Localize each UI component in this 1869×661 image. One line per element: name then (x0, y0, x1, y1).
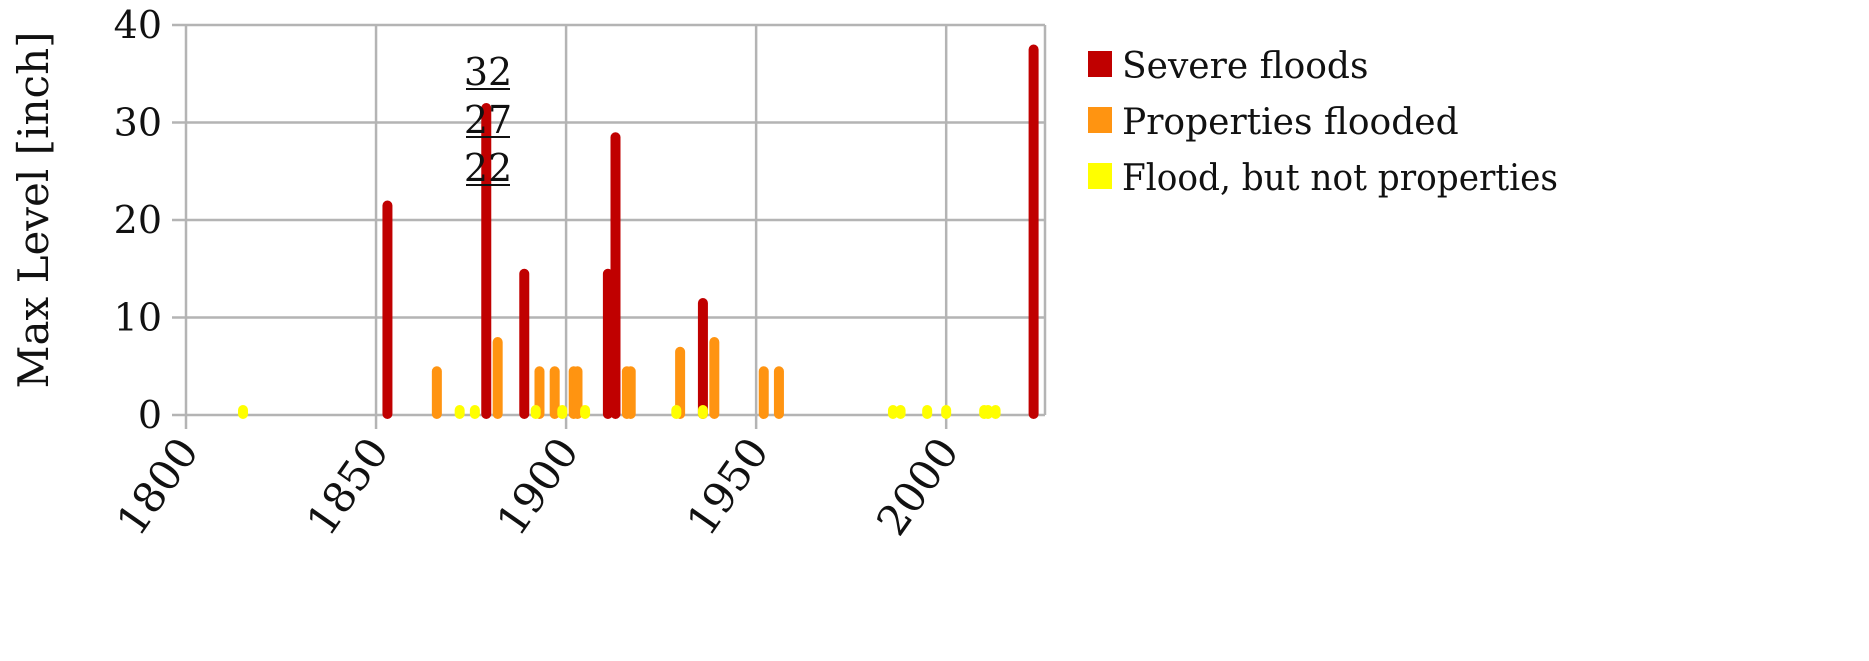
x-tick-label: 1800 (107, 429, 208, 545)
y-tick-label: 30 (114, 101, 162, 145)
legend-swatch (1088, 107, 1112, 133)
annotation-label: 32 (464, 50, 512, 94)
y-tick-label: 10 (114, 296, 162, 340)
legend-label: Flood, but not properties (1122, 158, 1558, 199)
bars-layer (238, 44, 1039, 419)
annotation-label: 22 (464, 146, 512, 190)
x-tick-label: 2000 (867, 429, 968, 545)
y-tick-labels: 0 10 20 30 40 (114, 3, 162, 437)
legend-label: Severe floods (1122, 46, 1368, 87)
x-tick-labels: 1800 1850 1900 1950 2000 (107, 429, 969, 545)
annotation-label: 27 (464, 98, 512, 142)
x-tick-label: 1900 (487, 429, 588, 545)
y-tick-label: 40 (114, 3, 162, 47)
x-tick-label: 1950 (677, 429, 778, 545)
y-axis-label: Max Level [inch] (9, 31, 58, 388)
legend-label: Properties flooded (1122, 102, 1459, 143)
y-tick-label: 20 (114, 198, 162, 242)
x-tick-label: 1850 (297, 429, 398, 545)
y-tick-label: 0 (138, 393, 162, 437)
legend: Severe floods Properties flooded Flood, bu… (1088, 46, 1558, 199)
legend-swatch (1088, 163, 1112, 189)
legend-swatch (1088, 51, 1112, 77)
